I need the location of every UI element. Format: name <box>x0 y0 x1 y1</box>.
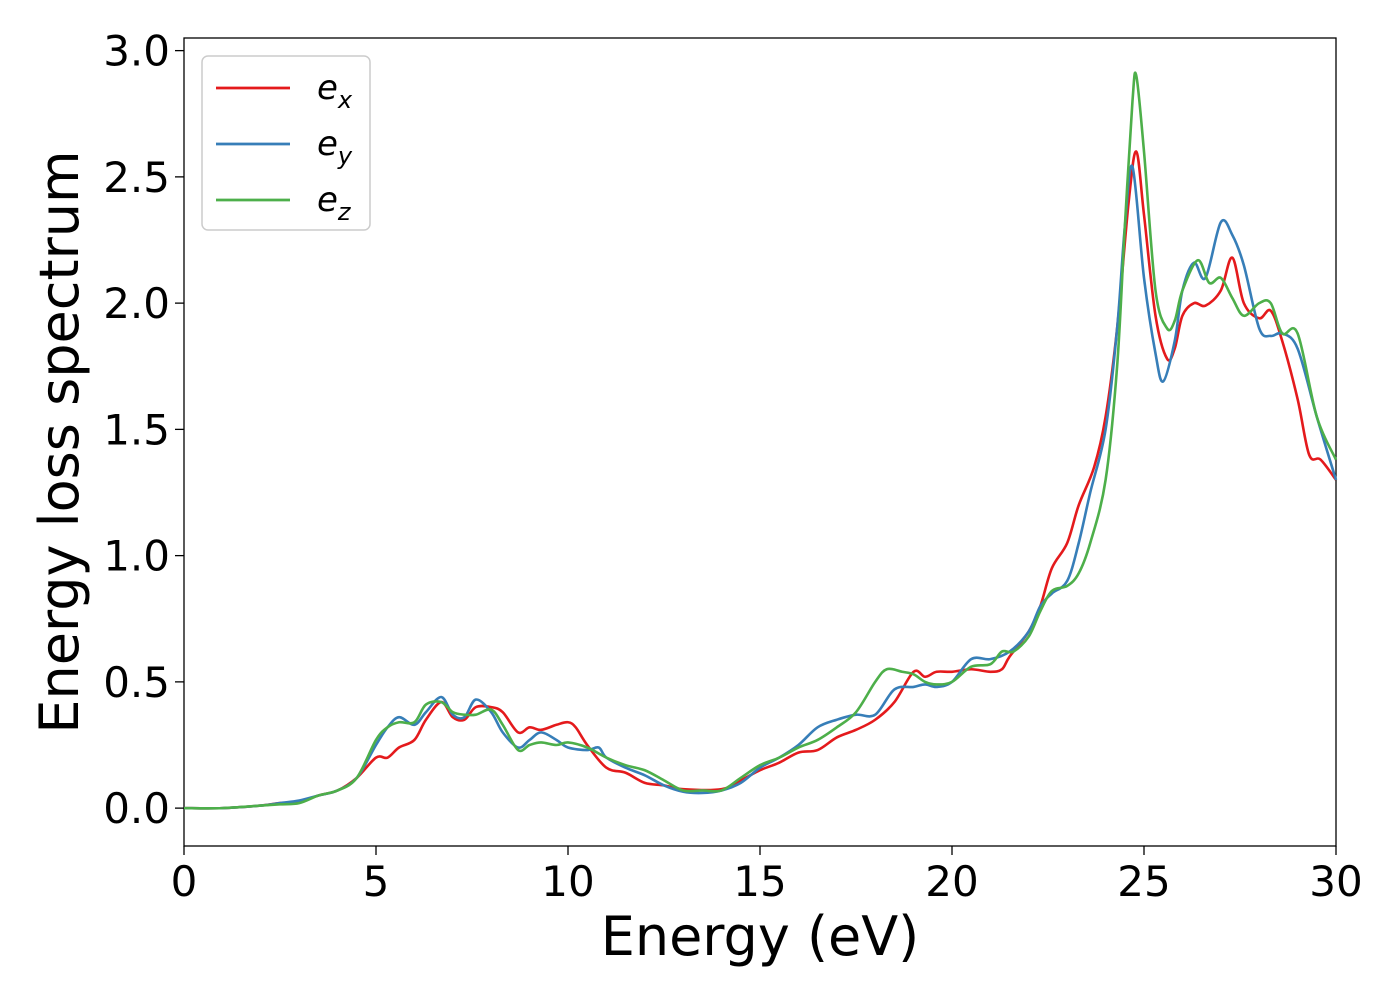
legend-label-subscript: z <box>337 198 352 226</box>
legend-label-subscript: y <box>337 142 353 170</box>
series-line-ex <box>183 150 1338 810</box>
legend-label-base: e <box>317 68 338 108</box>
y-tick-label: 2.5 <box>103 153 170 202</box>
x-tick-label: 10 <box>541 857 594 906</box>
x-tick-label: 5 <box>363 857 390 906</box>
series-layer <box>183 71 1338 810</box>
y-axis-ticks: 0.0 0.5 1.0 1.5 2.0 2.5 3.0 <box>103 27 184 833</box>
legend-label: ey <box>317 124 353 170</box>
x-tick-label: 25 <box>1117 857 1170 906</box>
y-tick-label: 1.5 <box>103 405 170 454</box>
y-tick-label: 3.0 <box>103 27 170 76</box>
legend-label-base: e <box>317 124 338 164</box>
x-tick-label: 0 <box>171 857 198 906</box>
y-axis-label: Energy loss spectrum <box>28 150 91 733</box>
x-tick-label: 20 <box>925 857 978 906</box>
legend-label: ez <box>317 180 352 226</box>
legend-label-base: e <box>317 180 338 220</box>
x-tick-label: 30 <box>1309 857 1362 906</box>
series-line-ez <box>183 71 1338 810</box>
plot-area <box>183 37 1337 847</box>
y-tick-label: 0.5 <box>103 658 170 707</box>
x-axis-ticks: 0 5 10 15 20 25 30 <box>171 846 1363 906</box>
x-tick-label: 15 <box>733 857 786 906</box>
y-tick-label: 2.0 <box>103 279 170 328</box>
legend-label: ex <box>317 68 353 114</box>
legend-label-subscript: x <box>337 86 353 114</box>
x-axis-label: Energy (eV) <box>601 905 920 968</box>
y-tick-label: 0.0 <box>103 784 170 833</box>
y-tick-label: 1.0 <box>103 532 170 581</box>
